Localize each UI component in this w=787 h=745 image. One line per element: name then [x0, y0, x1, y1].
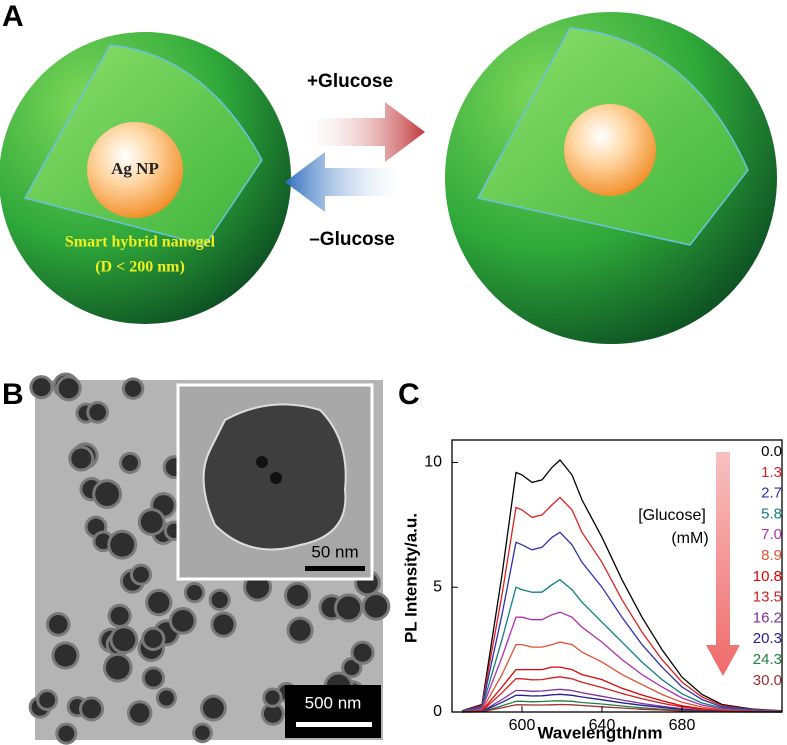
tem-particle-core — [186, 584, 203, 601]
legend-entry: 16.2 — [753, 609, 782, 626]
x-axis-label: Wavelength/nm — [538, 723, 663, 742]
legend-entry: 10.8 — [753, 568, 782, 585]
panel-label: A — [2, 0, 24, 33]
tem-particle-core — [140, 511, 163, 533]
tem-particle-core — [121, 454, 139, 472]
arrow-left — [285, 152, 410, 212]
tem-particle-core — [246, 575, 270, 599]
tem-particle-core — [71, 448, 92, 469]
legend-entry: 8.9 — [761, 547, 782, 564]
tem-particle-core — [95, 533, 112, 550]
tem-particle-core — [344, 659, 360, 676]
ag-core — [564, 104, 656, 196]
legend-entry: 20.3 — [753, 630, 782, 647]
tem-particle-core — [195, 725, 210, 741]
shell-label: Smart hybrid nanogel — [65, 234, 216, 251]
tem-particle-core — [144, 629, 163, 648]
tem-particle-core — [213, 614, 234, 635]
inset-scale-label: 50 nm — [311, 542, 358, 561]
spectrum-line — [461, 459, 783, 712]
scale-box — [285, 685, 381, 738]
legend-entry: 30.0 — [753, 672, 782, 689]
spectrum-line — [461, 531, 783, 712]
tem-particle-core — [171, 609, 194, 632]
tem-particle-core — [263, 704, 282, 723]
legend-entry: 13.5 — [753, 589, 782, 606]
top-arrow-label: +Glucose — [307, 71, 393, 92]
ag-dot — [256, 456, 268, 468]
tem-particle-core — [110, 532, 135, 557]
panel-label: B — [2, 378, 24, 411]
y-tick-label: 10 — [424, 454, 442, 471]
arrow-right — [300, 102, 425, 162]
tem-particle-core — [54, 644, 77, 667]
tem-particle-core — [265, 690, 280, 705]
tem-particle-core — [364, 594, 388, 618]
y-axis-label: PL Intensity/a.u. — [401, 513, 420, 643]
x-tick-label: 680 — [669, 717, 696, 734]
tem-particle-core — [286, 584, 309, 606]
tem-particle-core — [353, 643, 372, 662]
tem-particle-core — [110, 606, 129, 625]
tem-particle-core — [211, 591, 228, 609]
tem-particle-core — [39, 692, 56, 708]
y-tick-label: 0 — [433, 703, 442, 720]
tem-particle-core — [124, 380, 142, 397]
tem-particle-core — [158, 690, 174, 706]
annotation: (mM) — [671, 530, 708, 547]
annotation: [Glucose] — [638, 507, 706, 524]
tem-particle-core — [95, 482, 120, 507]
tem-particle-core — [148, 591, 170, 614]
ag-core — [87, 122, 183, 218]
tem-particle-core — [32, 378, 51, 397]
tem-particle-core — [129, 703, 150, 723]
tem-particle-core — [89, 403, 107, 421]
glucose-arrow — [706, 452, 740, 676]
tem-particle-core — [48, 615, 68, 634]
scale-bar — [296, 722, 372, 727]
tem-particle-core — [58, 725, 75, 742]
tem-particle-core — [112, 628, 136, 652]
x-tick-label: 640 — [589, 717, 616, 734]
tem-particle-core — [144, 669, 163, 687]
legend-entry: 0.0 — [761, 443, 782, 460]
tem-particle-core — [105, 655, 130, 680]
spectrum-line — [461, 676, 783, 713]
legend-entry: 7.0 — [761, 526, 782, 543]
plot-frame — [451, 439, 783, 713]
tem-particle-core — [202, 697, 224, 719]
main-scale-label: 500 nm — [305, 693, 362, 712]
panel-label: C — [398, 378, 420, 411]
ag-dot — [270, 472, 282, 484]
bottom-arrow-label: –Glucose — [309, 229, 395, 250]
y-tick-label: 5 — [433, 578, 442, 595]
legend-entry: 2.7 — [761, 485, 782, 502]
tem-particle-core — [132, 566, 150, 583]
spectrum-line — [461, 641, 783, 713]
legend-entry: 1.3 — [761, 464, 782, 481]
tem-particle-core — [336, 596, 361, 620]
spectrum-line — [461, 496, 783, 712]
x-tick-label: 600 — [509, 717, 536, 734]
scale-bar — [305, 566, 365, 571]
core-label: Ag NP — [111, 159, 159, 178]
tem-particle-core — [289, 619, 311, 641]
tem-particle-core — [81, 699, 102, 719]
legend-entry: 5.8 — [761, 505, 782, 522]
legend-entry: 24.3 — [753, 651, 782, 668]
spectrum-line — [461, 666, 783, 713]
size-label: (D < 200 nm) — [95, 259, 185, 276]
tem-particle-core — [58, 378, 79, 399]
spectrum-line — [461, 578, 783, 712]
spectrum-line — [461, 611, 783, 713]
